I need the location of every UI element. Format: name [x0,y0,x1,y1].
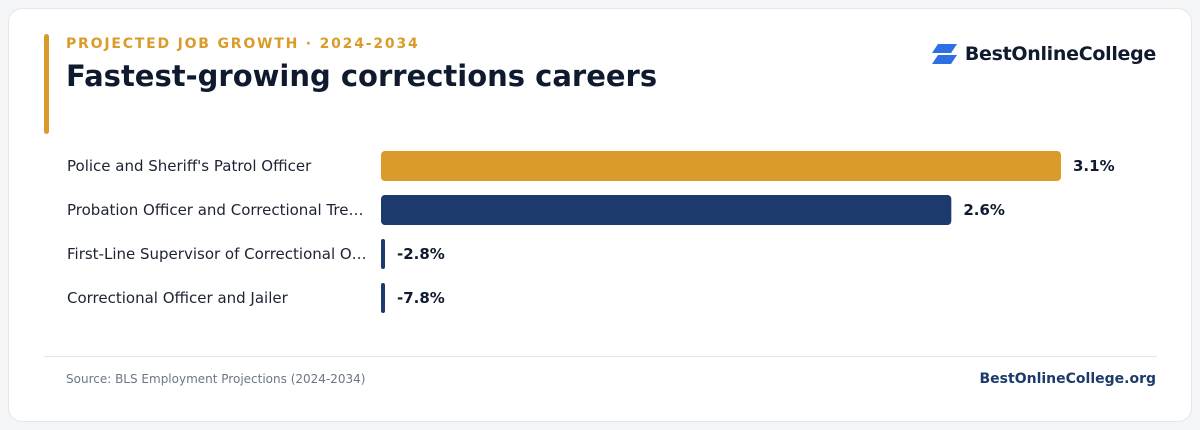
bar[interactable] [381,283,385,313]
chart-title: Fastest-growing corrections careers [66,59,658,93]
chart-card: PROJECTED JOB GROWTH · 2024-2034 Fastest… [8,8,1192,422]
bar-chart: Police and Sheriff's Patrol Officer 3.1% P… [67,151,1115,313]
title-accent-bar [44,34,49,134]
bar[interactable] [381,195,952,225]
category-label: Correctional Officer and Jailer [67,289,289,307]
value-label: 3.1% [1073,157,1115,175]
brand-logo[interactable]: BestOnlineCollege [931,40,1156,68]
value-label: -2.8% [397,245,445,263]
category-label: Police and Sheriff's Patrol Officer [67,157,312,175]
category-label: Probation Officer and Correctional Tre… [67,201,363,219]
value-label: -7.8% [397,289,445,307]
brand-name: BestOnlineCollege [964,43,1156,65]
source-note: Source: BLS Employment Projections (2024… [66,372,366,386]
stacked-chevron-logo-icon [931,44,957,64]
chart-eyebrow: PROJECTED JOB GROWTH · 2024-2034 [66,36,420,52]
bar[interactable] [381,239,385,269]
category-label: First-Line Supervisor of Correctional O… [67,245,367,263]
bar[interactable] [381,151,1061,181]
value-label: 2.6% [963,201,1005,219]
site-link[interactable]: BestOnlineCollege.org [979,371,1156,387]
footer-divider [44,356,1157,357]
